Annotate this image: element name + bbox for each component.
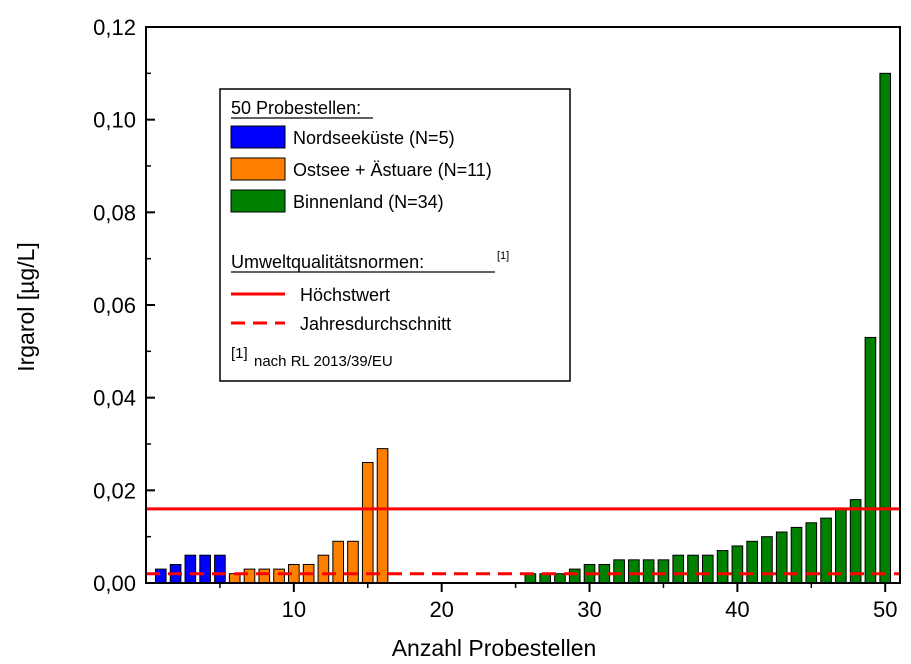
- y-tick-label: 0,02: [93, 478, 136, 503]
- legend-label-hoechstwert: Höchstwert: [300, 285, 390, 305]
- bar-series0-x4: [199, 554, 211, 584]
- bar-series2-x40: [731, 545, 744, 584]
- y-tick-label: 0,04: [93, 386, 136, 411]
- y-tick-label: 0,10: [93, 108, 136, 133]
- reference-lines-layer: [146, 507, 900, 576]
- bar-series0-x3: [184, 554, 197, 584]
- legend-swatch-binnenland: [230, 189, 286, 213]
- legend-label-jahresdurchschnitt: Jahresdurchschnitt: [300, 314, 451, 334]
- legend-label-nordsee: Nordseeküste (N=5): [293, 128, 455, 148]
- bar-series2-x43: [775, 531, 788, 584]
- legend-norms-superscript: [1]: [497, 250, 509, 262]
- bar-series0-x5: [214, 554, 226, 584]
- legend-label-binnenland: Binnenland (N=34): [293, 192, 444, 212]
- x-tick-label: 40: [725, 597, 749, 622]
- bars-layer: [154, 72, 892, 584]
- bar-series1-x16: [376, 448, 389, 584]
- legend-swatch-ostsee: [230, 157, 286, 181]
- y-tick-label: 0,00: [93, 571, 136, 596]
- bar-series2-x35: [657, 559, 670, 584]
- bar-series2-x29: [568, 568, 581, 584]
- legend: 50 Probestellen: Nordseeküste (N=5) Osts…: [219, 88, 571, 382]
- bar-series1-x15: [361, 462, 374, 584]
- x-tick-label: 30: [577, 597, 601, 622]
- x-axis-title: Anzahl Probestellen: [392, 635, 597, 661]
- y-tick-label: 0,12: [93, 15, 136, 40]
- bar-series1-x12: [317, 554, 330, 584]
- bar-series2-x28: [554, 573, 566, 584]
- bar-series2-x50: [879, 72, 892, 584]
- y-tick-label: 0,08: [93, 200, 136, 225]
- bar-series0-x1: [154, 568, 167, 584]
- bar-series2-x48: [849, 499, 862, 584]
- bar-series2-x39: [716, 550, 729, 584]
- bar-series2-x42: [761, 536, 773, 584]
- x-tick-label: 50: [873, 597, 897, 622]
- bar-series1-x7: [243, 568, 256, 584]
- bar-series2-x38: [701, 554, 714, 584]
- bar-series2-x41: [746, 540, 758, 584]
- legend-norms-title: Umweltqualitätsnormen:: [231, 252, 424, 272]
- bar-series2-x37: [687, 554, 699, 584]
- bar-series1-x13: [332, 540, 345, 584]
- y-axis-title: Irgarol [µg/L]: [13, 242, 39, 372]
- x-tick-label: 20: [429, 597, 453, 622]
- legend-label-ostsee: Ostsee + Ästuare (N=11): [293, 160, 492, 180]
- bar-series1-x8: [258, 568, 271, 584]
- bar-series2-x36: [672, 554, 685, 584]
- y-tick-label: 0,06: [93, 293, 136, 318]
- bar-series2-x47: [835, 508, 847, 584]
- bar-series1-x9: [273, 568, 285, 584]
- legend-footnote-superscript: [1]: [231, 345, 248, 362]
- x-tick-label: 10: [282, 597, 306, 622]
- axes-layer: 0,00 0,02 0,04 0,06 0,08 0,10 0,12 10 20 30 40 50: [93, 15, 897, 622]
- bar-series2-x49: [864, 336, 877, 584]
- bar-series2-x34: [642, 559, 655, 584]
- legend-swatch-nordsee: [230, 125, 286, 149]
- legend-footnote: nach RL 2013/39/EU: [254, 353, 393, 370]
- bar-series2-x33: [628, 559, 640, 584]
- legend-group-title: 50 Probestellen:: [231, 98, 361, 118]
- bar-series2-x32: [613, 559, 625, 584]
- bar-series1-x14: [347, 540, 359, 584]
